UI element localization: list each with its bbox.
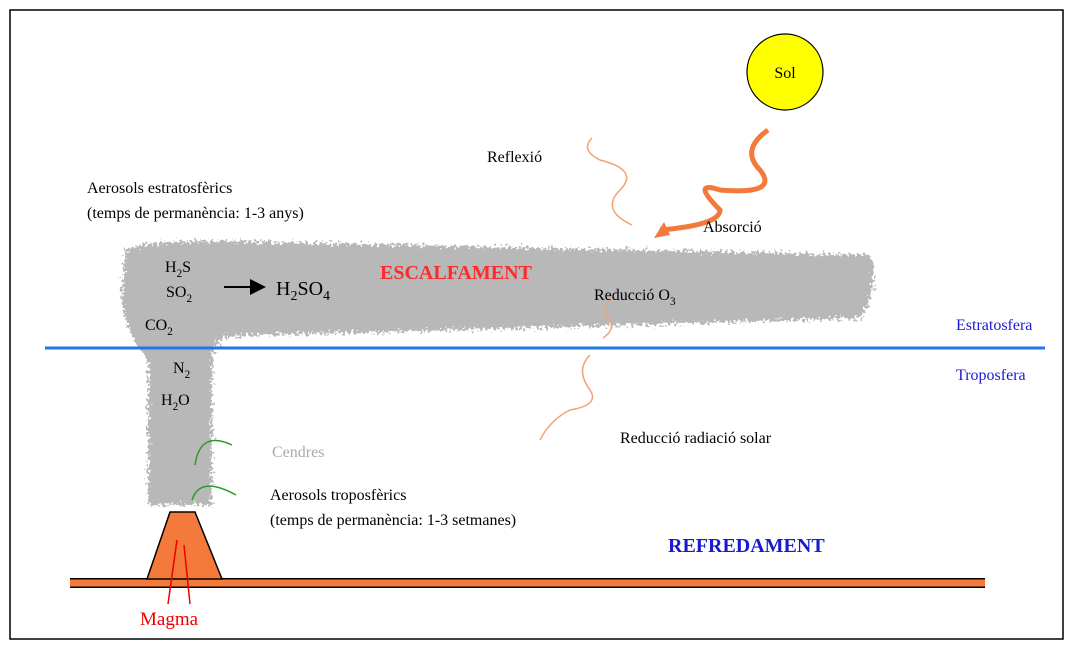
reflection-label: Reflexió — [487, 149, 542, 166]
trop-aerosol-residence: (temps de permanència: 1-3 setmanes) — [270, 512, 516, 529]
ash-label: Cendres — [272, 444, 324, 461]
cooling-label: REFREDAMENT — [668, 535, 825, 557]
trop-aerosol-title: Aerosols troposfèrics — [270, 487, 406, 504]
troposphere-label: Troposfera — [956, 367, 1026, 384]
strat-aerosol-residence: (temps de permanència: 1-3 anys) — [87, 205, 304, 222]
absorption-label: Absorció — [703, 219, 762, 236]
magma-label: Magma — [140, 609, 199, 630]
warming-label: ESCALFAMENT — [380, 262, 533, 284]
radiation-label: Reducció radiació solar — [620, 430, 772, 447]
stratosphere-label: Estratosfera — [956, 317, 1032, 334]
sun-label: Sol — [774, 65, 796, 82]
strat-aerosol-title: Aerosols estratosfèrics — [87, 180, 232, 197]
diagram: Sol Reflexió Absorció Aerosols estratosf… — [0, 0, 1074, 648]
